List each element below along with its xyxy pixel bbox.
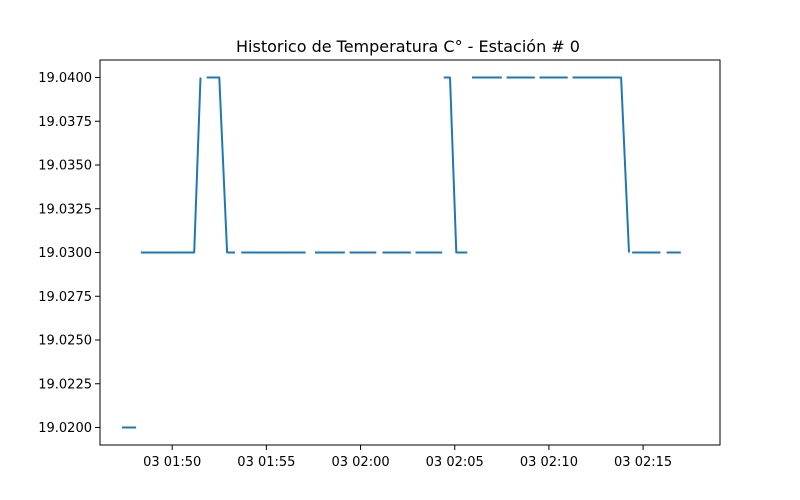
y-tick-label: 19.0325 bbox=[38, 202, 92, 217]
x-tick-label: 03 01:55 bbox=[237, 455, 295, 470]
series-line-segment bbox=[206, 76, 235, 254]
y-tick-label: 19.0225 bbox=[38, 377, 92, 392]
y-tick-label: 19.0375 bbox=[38, 115, 92, 130]
y-tick-label: 19.0350 bbox=[38, 159, 92, 174]
x-tick-label: 03 02:05 bbox=[426, 455, 484, 470]
y-tick-label: 19.0300 bbox=[38, 246, 92, 261]
series-line-segment bbox=[572, 76, 630, 253]
temperature-series bbox=[122, 76, 681, 429]
y-axis: 19.0200 19.0225 19.0250 19.0275 19.0300 19.03… bbox=[38, 71, 100, 436]
y-tick-label: 19.0275 bbox=[38, 290, 92, 305]
x-tick-label: 03 02:10 bbox=[520, 455, 578, 470]
x-tick-label: 03 02:15 bbox=[614, 455, 672, 470]
x-tick-label: 03 02:00 bbox=[331, 455, 389, 470]
y-tick-label: 19.0200 bbox=[38, 421, 92, 436]
y-tick-label: 19.0250 bbox=[38, 334, 92, 349]
series-line-segment bbox=[140, 77, 202, 254]
x-tick-label: 03 01:50 bbox=[143, 455, 201, 470]
y-tick-label: 19.0400 bbox=[38, 71, 92, 86]
x-axis: 03 01:50 03 01:55 03 02:00 03 02:05 03 02:10… bbox=[143, 445, 672, 470]
chart-title: Historico de Temperatura C° - Estación #… bbox=[236, 37, 580, 56]
series-line-segment bbox=[443, 76, 468, 254]
